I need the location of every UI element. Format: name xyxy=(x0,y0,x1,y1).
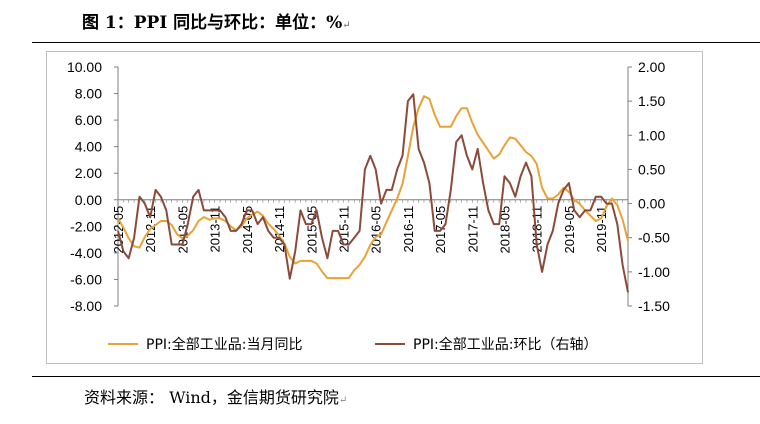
x-tick-label: 2019-05 xyxy=(562,206,577,254)
left-tick-label: -6.00 xyxy=(70,271,102,287)
right-tick-label: -0.50 xyxy=(638,230,670,246)
x-tick-label: 2017-11 xyxy=(465,206,480,253)
left-tick-label: 10.00 xyxy=(67,59,102,75)
chart-axes xyxy=(117,67,629,306)
chart-title: 图 1：PPI 同比与环比：单位：%↵ xyxy=(82,13,351,33)
left-tick-label: -4.00 xyxy=(70,245,102,261)
data-source-note: 资料来源： Wind，金信期货研究院↵ xyxy=(84,388,348,407)
x-tick-label: 2013-05 xyxy=(175,206,190,254)
chart-frame xyxy=(46,51,703,364)
x-tick-label: 2013-11 xyxy=(208,206,223,253)
left-tick-label: 6.00 xyxy=(75,112,102,128)
right-axis-ticks: 2.00 1.50 1.00 0.50 0.00 -0.50 -1.00 -1.50 xyxy=(628,59,670,314)
x-tick-label: 2012-05 xyxy=(111,206,126,254)
right-tick-label: 0.00 xyxy=(638,196,665,212)
right-tick-label: -1.50 xyxy=(638,298,670,314)
x-tick-label: 2015-05 xyxy=(304,206,319,254)
right-tick-label: -1.00 xyxy=(638,264,670,280)
x-tick-label: 2019-11 xyxy=(594,206,609,253)
x-tick-label: 2015-11 xyxy=(336,206,351,253)
series-line-mom xyxy=(117,93,629,293)
legend-label: PPI:全部工业品:环比（右轴） xyxy=(413,336,597,353)
series-lines xyxy=(117,93,629,293)
bottom-rule xyxy=(32,376,760,377)
left-tick-label: 4.00 xyxy=(75,139,102,155)
left-tick-label: 0.00 xyxy=(75,192,102,208)
left-tick-label: 2.00 xyxy=(75,165,102,181)
left-axis-ticks: 10.00 8.00 6.00 4.00 2.00 0.00 -2.00 -4.00 -6.00… xyxy=(67,59,118,314)
left-tick-label: 8.00 xyxy=(75,86,102,102)
right-tick-label: 1.50 xyxy=(638,93,665,109)
left-tick-label: -2.00 xyxy=(70,218,102,234)
right-tick-label: 1.00 xyxy=(638,127,665,143)
right-tick-label: 0.50 xyxy=(638,161,665,177)
top-rule xyxy=(32,42,760,43)
legend-label: PPI:全部工业品:当月同比 xyxy=(146,336,302,353)
x-tick-label: 2018-05 xyxy=(498,206,513,254)
right-tick-label: 2.00 xyxy=(638,59,665,75)
left-tick-label: -8.00 xyxy=(70,298,102,314)
chart-legend: PPI:全部工业品:当月同比 PPI:全部工业品:环比（右轴） xyxy=(108,336,597,353)
x-axis-ticks: 2012-05 2012-11 2013-05 2013-11 2014-05 2014-… xyxy=(111,199,629,254)
x-tick-label: 2016-05 xyxy=(369,206,384,254)
series-line-yoy xyxy=(117,95,629,280)
x-tick-label: 2018-11 xyxy=(530,206,545,253)
x-tick-label: 2016-11 xyxy=(401,206,416,253)
